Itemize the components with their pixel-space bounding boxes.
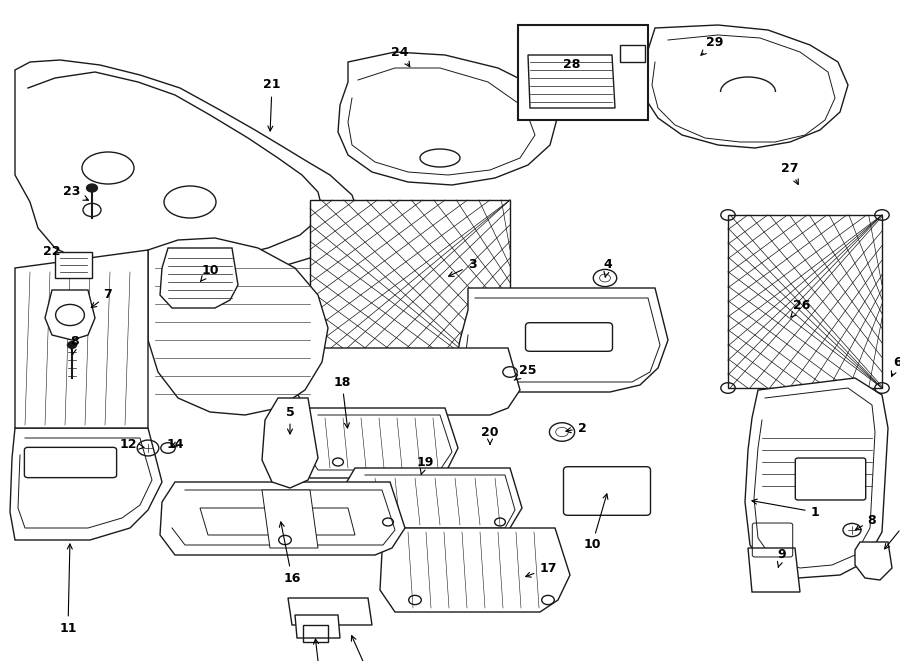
Text: 21: 21 <box>263 79 281 131</box>
Text: 2: 2 <box>566 422 587 434</box>
Polygon shape <box>160 248 238 308</box>
Text: 13: 13 <box>351 636 387 661</box>
Text: 22: 22 <box>43 245 61 258</box>
Text: 12: 12 <box>119 438 144 451</box>
Text: 8: 8 <box>855 514 877 530</box>
Text: 11: 11 <box>59 544 76 635</box>
Text: 7: 7 <box>885 514 900 549</box>
Text: 24: 24 <box>392 46 410 67</box>
Text: 19: 19 <box>417 455 434 475</box>
Text: 26: 26 <box>791 299 811 317</box>
Polygon shape <box>728 215 882 388</box>
Polygon shape <box>288 598 372 625</box>
Polygon shape <box>200 508 355 535</box>
Text: 29: 29 <box>701 36 724 56</box>
Polygon shape <box>642 25 848 148</box>
Polygon shape <box>298 408 458 478</box>
Text: 27: 27 <box>781 161 799 184</box>
Polygon shape <box>262 398 318 488</box>
Polygon shape <box>295 615 340 638</box>
Text: 8: 8 <box>71 336 79 354</box>
Text: 17: 17 <box>526 561 557 577</box>
Polygon shape <box>342 468 522 535</box>
Polygon shape <box>15 60 360 278</box>
Text: 6: 6 <box>891 356 900 376</box>
Text: 1: 1 <box>752 499 819 518</box>
Polygon shape <box>15 250 148 428</box>
Polygon shape <box>528 55 615 108</box>
Polygon shape <box>55 252 92 278</box>
Polygon shape <box>262 490 318 548</box>
Polygon shape <box>855 542 892 580</box>
Text: 25: 25 <box>514 364 536 380</box>
Polygon shape <box>148 238 328 415</box>
Text: 23: 23 <box>63 186 88 200</box>
Text: 9: 9 <box>778 549 787 567</box>
Polygon shape <box>160 482 405 555</box>
Text: 4: 4 <box>604 258 612 277</box>
Text: 28: 28 <box>563 59 580 71</box>
Text: 5: 5 <box>285 405 294 434</box>
Polygon shape <box>10 428 162 540</box>
FancyBboxPatch shape <box>24 447 117 478</box>
Circle shape <box>86 184 97 192</box>
Polygon shape <box>745 378 888 578</box>
Polygon shape <box>310 200 510 390</box>
Polygon shape <box>338 52 558 185</box>
Text: 14: 14 <box>166 438 184 451</box>
Polygon shape <box>748 548 800 592</box>
Polygon shape <box>518 25 648 120</box>
Text: 20: 20 <box>482 426 499 444</box>
Text: 3: 3 <box>448 258 476 276</box>
Polygon shape <box>455 288 668 392</box>
Circle shape <box>68 342 76 348</box>
Polygon shape <box>620 45 645 62</box>
Text: 10: 10 <box>201 264 219 282</box>
Text: 18: 18 <box>333 375 351 428</box>
Polygon shape <box>45 290 95 340</box>
Text: 7: 7 <box>91 288 112 307</box>
Text: 16: 16 <box>279 522 301 584</box>
FancyBboxPatch shape <box>563 467 651 516</box>
Text: 15: 15 <box>313 639 331 661</box>
Text: 10: 10 <box>583 494 608 551</box>
Polygon shape <box>380 528 570 612</box>
Polygon shape <box>298 348 520 415</box>
FancyBboxPatch shape <box>796 458 866 500</box>
